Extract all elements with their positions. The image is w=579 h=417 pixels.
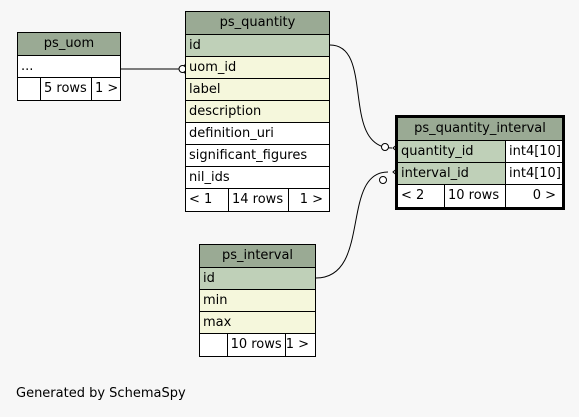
table-ps-interval[interactable]: ps_interval id min max 10 rows 1 > [199, 244, 316, 357]
table-footer: 5 rows 1 > [18, 78, 120, 100]
table-footer: < 2 10 rows 0 > [398, 185, 562, 207]
table-footer: < 1 14 rows 1 > [186, 189, 329, 211]
table-ps-quantity-interval[interactable]: ps_quantity_interval quantity_id int4[10… [395, 115, 565, 210]
column-id: id [200, 268, 315, 290]
column-name: interval_id [398, 163, 506, 184]
table-title: ps_quantity_interval [398, 118, 562, 141]
column-label: label [186, 79, 329, 101]
column-type: int4[10] [506, 163, 562, 184]
column-nil-ids: nil_ids [186, 167, 329, 189]
footer-next: 1 > [95, 81, 119, 96]
column-interval-id: interval_id int4[10] [398, 163, 562, 185]
column-type: int4[10] [506, 141, 562, 162]
footer-prev: < 2 [398, 185, 445, 207]
footer-next: 1 > [285, 337, 309, 352]
table-title: ps_quantity [186, 12, 329, 35]
footer-next: 0 > [532, 188, 556, 203]
column-max: max [200, 312, 315, 334]
footer-row-count: 10 rows [228, 334, 286, 356]
relationship-quantity-interval [329, 44, 393, 149]
table-title: ps_interval [200, 245, 315, 268]
table-ps-uom[interactable]: ps_uom ... 5 rows 1 > [17, 32, 121, 101]
table-ps-quantity[interactable]: ps_quantity id uom_id label description … [185, 11, 330, 212]
footer-prev: < 1 [186, 189, 229, 211]
column-significant-figures: significant_figures [186, 145, 329, 167]
table-footer: 10 rows 1 > [200, 334, 315, 356]
column-min: min [200, 290, 315, 312]
column-description: description [186, 101, 329, 123]
column-id: id [186, 35, 329, 57]
footer-next: 1 > [299, 192, 323, 207]
footer-prev [18, 78, 41, 100]
generator-caption: Generated by SchemaSpy [16, 386, 186, 401]
column-quantity-id: quantity_id int4[10] [398, 141, 562, 163]
footer-prev [200, 334, 228, 356]
column-uom-id: uom_id [186, 57, 329, 79]
footer-row-count: 5 rows [41, 78, 92, 100]
footer-row-count: 14 rows [229, 189, 289, 211]
table-row-ellipsis: ... [18, 56, 120, 78]
relationship-interval-quantity-interval [315, 171, 389, 279]
column-definition-uri: definition_uri [186, 123, 329, 145]
footer-row-count: 10 rows [445, 185, 506, 207]
column-name: quantity_id [398, 141, 506, 162]
table-title: ps_uom [18, 33, 120, 56]
